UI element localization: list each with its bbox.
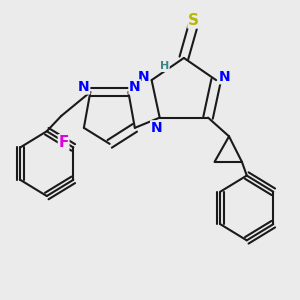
Text: N: N — [151, 121, 162, 135]
Text: N: N — [138, 70, 149, 84]
Text: F: F — [58, 135, 69, 150]
Text: S: S — [188, 13, 199, 28]
Text: N: N — [78, 80, 90, 94]
Text: N: N — [218, 70, 230, 84]
Text: H: H — [160, 61, 169, 71]
Text: N: N — [129, 80, 141, 94]
